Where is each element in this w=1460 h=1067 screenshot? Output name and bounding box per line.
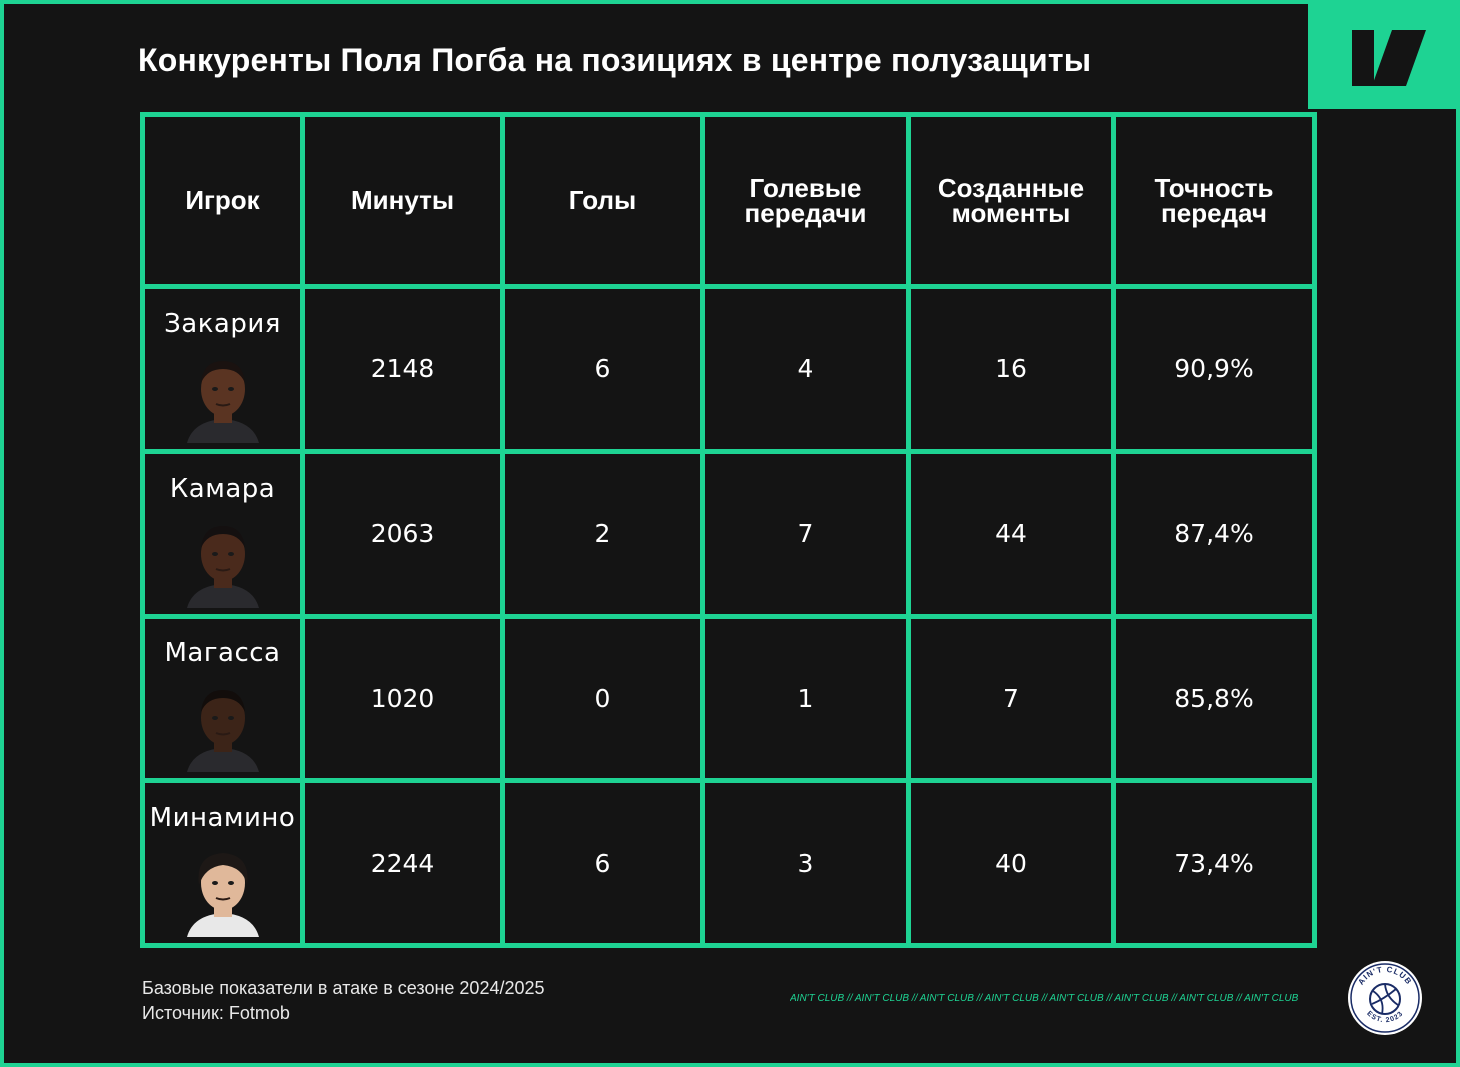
player-name: Закария bbox=[164, 308, 281, 339]
watermark-text: AIN'T CLUB // AIN'T CLUB // AIN'T CLUB /… bbox=[790, 993, 1299, 1004]
assists-cell: 7 bbox=[700, 448, 911, 619]
player-name: Камара bbox=[169, 473, 276, 504]
table-row: Закария 2148 6 4 16 90,9% bbox=[140, 284, 1317, 454]
assists-cell: 4 bbox=[700, 284, 911, 454]
minutes-cell: 1020 bbox=[300, 613, 505, 784]
header-chances: Созданные моменты bbox=[906, 112, 1116, 289]
minutes-cell: 2148 bbox=[300, 284, 505, 454]
header-accuracy: Точность передач bbox=[1111, 112, 1317, 289]
player-avatar bbox=[186, 360, 259, 443]
table-row: Минамино 2244 6 3 40 73,4% bbox=[140, 778, 1317, 948]
accuracy-cell: 90,9% bbox=[1111, 284, 1317, 454]
player-name: Минамино bbox=[149, 803, 296, 834]
table-header-row: Игрок Минуты Голы Голевые передачи Созданные… bbox=[140, 112, 1317, 289]
player-avatar bbox=[186, 525, 259, 608]
page-title: Конкуренты Поля Погба на позициях в цент… bbox=[138, 42, 1092, 78]
footnote-source: Источник: Fotmob bbox=[142, 1003, 290, 1023]
stats-table: Игрок Минуты Голы Голевые передачи Созданные… bbox=[140, 112, 1317, 948]
player-avatar bbox=[186, 690, 259, 773]
brand-logo bbox=[1308, 4, 1456, 109]
goals-cell: 2 bbox=[500, 448, 705, 619]
header-minutes: Минуты bbox=[300, 112, 505, 289]
header-goals: Голы bbox=[500, 112, 705, 289]
chances-cell: 40 bbox=[906, 778, 1116, 948]
goals-cell: 6 bbox=[500, 778, 705, 948]
player-cell: Камара bbox=[140, 448, 305, 619]
player-cell: Магасса bbox=[140, 613, 305, 784]
table-row: Камара 2063 2 7 44 87,4% bbox=[140, 448, 1317, 619]
table-body: Закария 2148 6 4 16 90,9% Камара 2063 2 7 44 87,4% М… bbox=[140, 284, 1317, 948]
player-avatar bbox=[186, 853, 259, 938]
player-cell: Закария bbox=[140, 284, 305, 454]
player-name: Магасса bbox=[164, 638, 281, 669]
player-cell: Минамино bbox=[140, 778, 305, 948]
header-player: Игрок bbox=[140, 112, 305, 289]
minutes-cell: 2244 bbox=[300, 778, 505, 948]
chances-cell: 16 bbox=[906, 284, 1116, 454]
chances-cell: 7 bbox=[906, 613, 1116, 784]
assists-cell: 3 bbox=[700, 778, 911, 948]
footnote-season: Базовые показатели в атаке в сезоне 2024… bbox=[142, 978, 545, 998]
minutes-cell: 2063 bbox=[300, 448, 505, 619]
accuracy-cell: 73,4% bbox=[1111, 778, 1317, 948]
accuracy-cell: 87,4% bbox=[1111, 448, 1317, 619]
chances-cell: 44 bbox=[906, 448, 1116, 619]
diagonal-bars-logo-icon bbox=[1352, 30, 1426, 86]
accuracy-cell: 85,8% bbox=[1111, 613, 1317, 784]
header-assists: Голевые передачи bbox=[700, 112, 911, 289]
table-row: Магасса 1020 0 1 7 85,8% bbox=[140, 613, 1317, 784]
footnote: Базовые показатели в атаке в сезоне 2024… bbox=[142, 976, 545, 1026]
aint-club-ball-seal-icon: AIN'T CLUB EST. 2023 bbox=[1348, 961, 1422, 1035]
goals-cell: 6 bbox=[500, 284, 705, 454]
assists-cell: 1 bbox=[700, 613, 911, 784]
goals-cell: 0 bbox=[500, 613, 705, 784]
